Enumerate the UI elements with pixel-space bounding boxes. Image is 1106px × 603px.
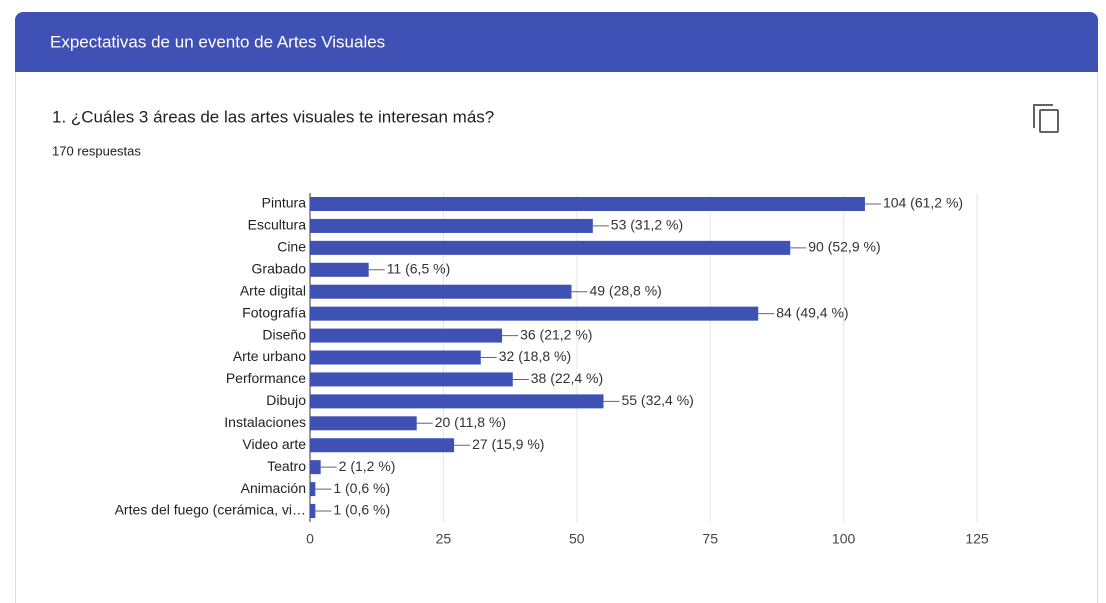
x-tick-label: 100 xyxy=(832,531,856,547)
header-title: Expectativas de un evento de Artes Visua… xyxy=(50,32,385,51)
value-label: 53 (31,2 %) xyxy=(611,217,683,233)
value-label: 55 (32,4 %) xyxy=(621,392,693,408)
value-label: 1 (0,6 %) xyxy=(333,480,390,496)
value-label: 36 (21,2 %) xyxy=(520,326,592,342)
response-count: 170 respuestas xyxy=(52,143,141,158)
copy-icon[interactable] xyxy=(1033,104,1059,133)
value-label: 27 (15,9 %) xyxy=(472,436,544,452)
value-label: 11 (6,5 %) xyxy=(387,260,451,276)
category-label: Escultura xyxy=(248,217,307,233)
bar xyxy=(310,284,572,299)
bar xyxy=(310,197,865,211)
bar xyxy=(310,240,791,255)
bar xyxy=(310,482,316,497)
value-label: 90 (52,9 %) xyxy=(808,239,880,255)
bar xyxy=(310,328,503,343)
value-label: 32 (18,8 %) xyxy=(499,348,571,364)
bar xyxy=(310,394,604,409)
value-label: 104 (61,2 %) xyxy=(883,195,963,211)
value-label: 1 (0,6 %) xyxy=(333,502,390,518)
category-label: Pintura xyxy=(262,195,307,211)
header-bar xyxy=(15,12,1098,72)
category-label: Arte digital xyxy=(240,282,306,298)
category-label: Video arte xyxy=(242,436,306,452)
bar xyxy=(310,218,593,233)
value-label: 84 (49,4 %) xyxy=(776,304,848,320)
category-label: Performance xyxy=(226,370,306,386)
category-label: Dibujo xyxy=(266,392,306,408)
bar xyxy=(310,416,417,431)
category-label: Artes del fuego (cerámica, vi… xyxy=(115,502,306,518)
value-label: 2 (1,2 %) xyxy=(339,458,396,474)
bar xyxy=(310,306,759,321)
bar xyxy=(310,504,316,519)
copy-icon-front xyxy=(1039,109,1059,133)
category-label: Fotografía xyxy=(242,304,306,320)
x-tick-label: 50 xyxy=(569,531,585,547)
question-title: 1. ¿Cuáles 3 áreas de las artes visuales… xyxy=(52,107,494,126)
category-label: Grabado xyxy=(252,260,307,276)
x-tick-label: 75 xyxy=(702,531,718,547)
x-tick-label: 125 xyxy=(965,531,989,547)
copy-icon-back xyxy=(1033,104,1053,128)
header-bar-base xyxy=(15,60,1098,72)
value-label: 20 (11,8 %) xyxy=(435,414,506,430)
bar xyxy=(310,372,513,387)
category-label: Teatro xyxy=(267,458,306,474)
category-label: Instalaciones xyxy=(224,414,306,430)
category-label: Cine xyxy=(277,239,306,255)
bar xyxy=(310,262,369,277)
x-tick-label: 0 xyxy=(306,531,314,547)
category-label: Diseño xyxy=(262,326,306,342)
value-label: 38 (22,4 %) xyxy=(531,370,603,386)
bar xyxy=(310,350,481,365)
bar xyxy=(310,438,455,453)
x-tick-label: 25 xyxy=(436,531,452,547)
category-label: Arte urbano xyxy=(233,348,306,364)
category-label: Animación xyxy=(241,480,306,496)
bar xyxy=(310,460,321,475)
value-label: 49 (28,8 %) xyxy=(589,282,661,298)
